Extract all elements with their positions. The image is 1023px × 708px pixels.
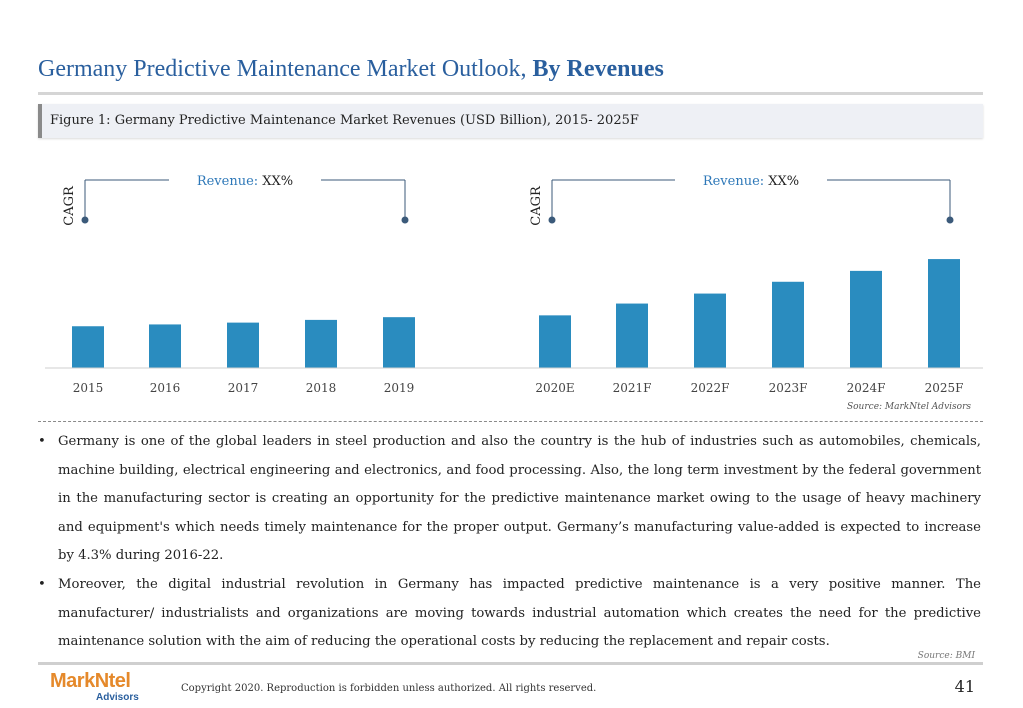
bar-2022F (694, 293, 726, 368)
logo-main-text: MarkNtel (50, 670, 131, 692)
x-tick-label: 2016 (150, 381, 181, 395)
bullet-item: • Germany is one of the global leaders i… (38, 428, 981, 571)
bullet-dot: • (38, 576, 46, 592)
revenue-bar-chart: 2015 2016 2017 2018 2019 2020E 2021F 2022F 2023F… (45, 174, 983, 395)
x-tick-label: 2025F (925, 381, 964, 395)
cagr-dot-end (401, 216, 409, 224)
bullet-list: • Germany is one of the global leaders i… (38, 428, 981, 657)
cagr-annotation-label: Revenue: XX% (703, 174, 799, 189)
footer-rule (38, 662, 983, 665)
bar-2015 (72, 326, 104, 368)
cagr-side-label: CAGR (62, 185, 77, 226)
x-tick-label: 2022F (691, 381, 730, 395)
x-tick-label: 2023F (769, 381, 808, 395)
x-tick-label: 2019 (384, 381, 415, 395)
marknetl-logo: MarkNtel Advisors (50, 670, 140, 704)
bar-2024F (850, 270, 882, 368)
x-tick-label: 2015 (73, 381, 104, 395)
bar-2023F (772, 281, 804, 368)
page-title: Germany Predictive Maintenance Market Ou… (38, 56, 664, 83)
bullet-dot: • (38, 434, 46, 449)
section-divider (38, 421, 983, 422)
bar-2018 (305, 319, 337, 368)
bullet-text: Germany is one of the global leaders in … (58, 434, 981, 564)
bullet-item: • Moreover, the digital industrial revol… (38, 571, 981, 657)
bar-2020E (539, 315, 571, 368)
text-source: Source: BMI (917, 651, 975, 661)
title-rule (38, 92, 983, 95)
bar-2017 (227, 322, 259, 368)
bar-2016 (149, 324, 181, 368)
bar-2025F (928, 259, 960, 368)
x-tick-label: 2024F (847, 381, 886, 395)
cagr-side-label: CAGR (529, 185, 544, 226)
copyright-text: Copyright 2020. Reproduction is forbidde… (181, 683, 597, 694)
figure-caption: Figure 1: Germany Predictive Maintenance… (50, 113, 639, 128)
bar-2019 (383, 317, 415, 368)
cagr-dot-start (81, 216, 89, 224)
cagr-dot-start (548, 216, 556, 224)
x-tick-label: 2018 (306, 381, 337, 395)
logo-sub-text: Advisors (96, 692, 139, 703)
cagr-dot-end (946, 216, 954, 224)
bullet-text: Moreover, the digital industrial revolut… (58, 576, 981, 650)
cagr-annotation-label: Revenue: XX% (197, 174, 293, 189)
x-tick-label: 2020E (535, 381, 574, 395)
page-title-normal: Germany Predictive Maintenance Market Ou… (38, 56, 533, 82)
x-tick-label: 2017 (228, 381, 259, 395)
chart-source: Source: MarkNtel Advisors (846, 402, 971, 412)
page-number: 41 (954, 677, 975, 696)
page-title-bold: By Revenues (532, 56, 664, 82)
bar-2021F (616, 303, 648, 368)
x-tick-label: 2021F (613, 381, 652, 395)
figure-caption-box: Figure 1: Germany Predictive Maintenance… (38, 104, 983, 138)
